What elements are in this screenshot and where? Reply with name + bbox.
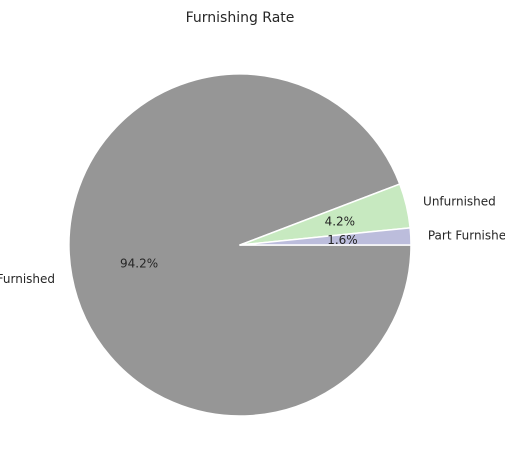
pie-percent-unfurnished: 4.2%	[325, 214, 356, 228]
pie-label-furnished: Furnished	[0, 272, 55, 286]
pie-percent-furnished: 94.2%	[120, 257, 158, 271]
pie-percent-part-furnished: 1.6%	[327, 233, 358, 247]
pie-label-part-furnished: Part Furnished	[428, 229, 505, 243]
pie-slices	[68, 73, 412, 417]
chart-title: Furnishing Rate	[186, 10, 295, 26]
pie-slice-part-furnished	[239, 227, 412, 246]
pie-labels: Furnished 94.2% Unfurnished 4.2% Part Furnis…	[0, 195, 505, 286]
pie-label-unfurnished: Unfurnished	[423, 195, 496, 209]
